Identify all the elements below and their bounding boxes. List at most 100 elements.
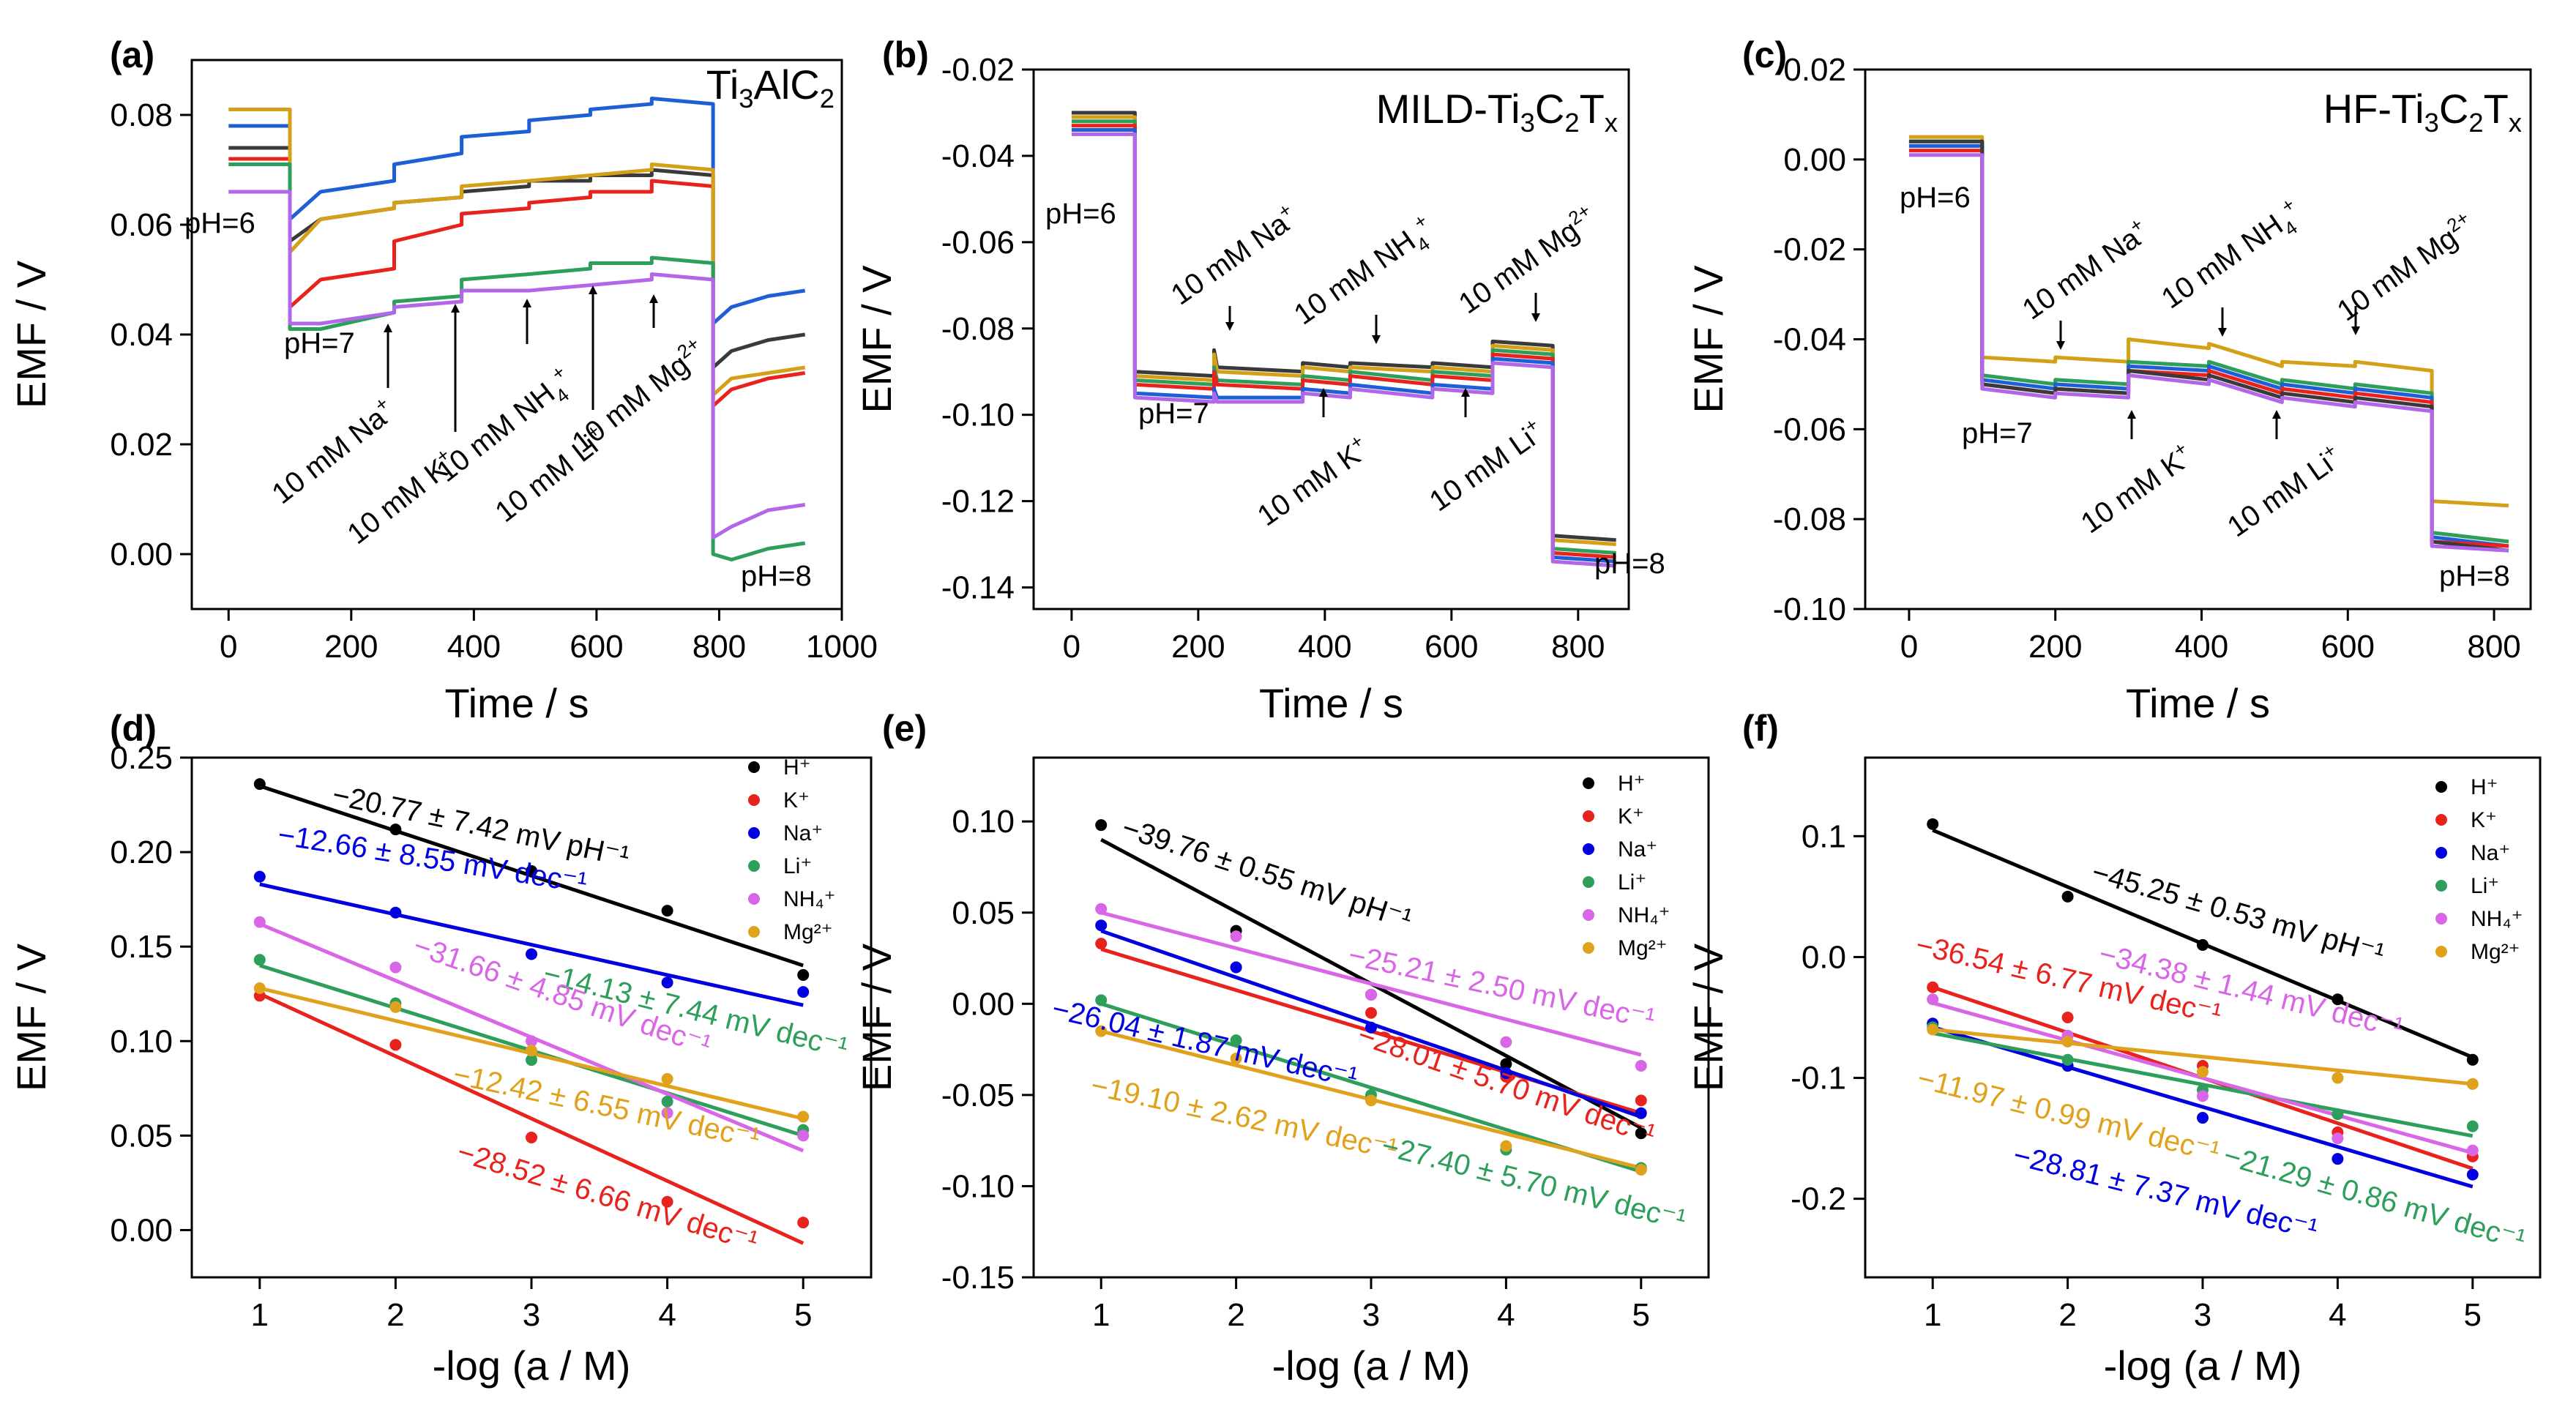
ph-label: pH=6 bbox=[1045, 198, 1116, 230]
data-point bbox=[2197, 1066, 2209, 1078]
data-point bbox=[389, 1039, 402, 1051]
series-line-green bbox=[1071, 119, 1616, 555]
y-tick-label: 0.05 bbox=[110, 1118, 173, 1154]
panel-label: (c) bbox=[1742, 34, 1787, 75]
chart-panel-b: (b) 0 200 400 600 800 -0.14 -0.12 -0.10 -0.08 -0.0… bbox=[854, 34, 1630, 726]
chart-panel-f: (f) 1 2 3 4 5 -0.2 -0.1 0.0 0.1 -log (a / M) EMF / … bbox=[1685, 708, 2542, 1389]
data-point bbox=[797, 968, 810, 981]
data-point bbox=[2332, 1072, 2344, 1084]
x-tick-label: 2 bbox=[2058, 1297, 2076, 1333]
data-point bbox=[1230, 930, 1242, 943]
legend-label: Li⁺ bbox=[783, 854, 812, 878]
y-axis-label: EMF / V bbox=[854, 943, 900, 1091]
data-point bbox=[2197, 1090, 2209, 1102]
y-tick-label: 0.05 bbox=[952, 895, 1015, 931]
legend-label: NH₄⁺ bbox=[1618, 903, 1670, 927]
data-point bbox=[2332, 1132, 2344, 1145]
legend: H⁺ K⁺ Na⁺ Li⁺ NH₄⁺ Mg²⁺ bbox=[2435, 775, 2523, 964]
y-tick-label: 0.00 bbox=[952, 986, 1015, 1022]
ph-label: pH=7 bbox=[1138, 397, 1209, 430]
y-tick-label: -0.08 bbox=[941, 311, 1015, 347]
y-tick-label: -0.2 bbox=[1791, 1181, 1846, 1217]
y-tick-label: 0.04 bbox=[110, 317, 173, 353]
legend-label: K⁺ bbox=[1618, 804, 1644, 829]
x-tick-label: 3 bbox=[523, 1297, 540, 1333]
data-point bbox=[1927, 818, 1939, 830]
y-axis-label: EMF / V bbox=[8, 943, 54, 1091]
x-tick-label: 800 bbox=[692, 629, 746, 665]
data-point bbox=[1635, 1060, 1647, 1072]
x-tick-label: 2 bbox=[1227, 1297, 1244, 1333]
annotation-arrowhead bbox=[589, 285, 597, 294]
legend-marker bbox=[748, 926, 760, 938]
ion-annotation: 10 mM Li+ bbox=[2220, 438, 2348, 543]
chart-panel-a: (a) 0 200 400 600 800 1000 0.00 0.02 0.04 0.06 0.08… bbox=[8, 34, 878, 726]
x-tick-label: 0 bbox=[1900, 629, 1918, 665]
legend-label: Na⁺ bbox=[1618, 837, 1657, 862]
y-tick-label: 0.20 bbox=[110, 834, 173, 870]
series-line-blue bbox=[1908, 143, 2509, 548]
x-axis-label: Time / s bbox=[444, 680, 589, 726]
y-tick-label: 0.25 bbox=[110, 740, 173, 776]
ph-label: pH=8 bbox=[2439, 560, 2510, 592]
series-line-green bbox=[1908, 139, 2509, 544]
y-axis-label: EMF / V bbox=[854, 265, 900, 414]
ion-annotation: 10 mM Na+ bbox=[264, 392, 401, 511]
ion-annotation: 10 mM Mg2+ bbox=[1451, 199, 1602, 321]
data-point bbox=[1095, 938, 1108, 950]
y-tick-label: 0.02 bbox=[1783, 52, 1846, 88]
legend-marker bbox=[2435, 781, 2447, 793]
data-point bbox=[1230, 961, 1242, 974]
data-point bbox=[526, 948, 537, 960]
y-tick-label: -0.1 bbox=[1791, 1061, 1846, 1097]
x-tick-label: 2 bbox=[387, 1297, 404, 1333]
y-tick-label: -0.10 bbox=[941, 1168, 1015, 1204]
x-axis-label: -log (a / M) bbox=[1272, 1342, 1471, 1389]
x-tick-label: 4 bbox=[2329, 1297, 2346, 1333]
x-tick-label: 1 bbox=[251, 1297, 269, 1333]
data-point bbox=[2061, 1012, 2074, 1023]
data-point bbox=[253, 982, 266, 994]
annotation-arrowhead bbox=[1319, 388, 1328, 397]
x-tick-label: 1 bbox=[1924, 1297, 1941, 1333]
data-point bbox=[1365, 1006, 1377, 1019]
y-tick-label: -0.02 bbox=[941, 52, 1015, 88]
x-axis-label: -log (a / M) bbox=[2104, 1342, 2302, 1389]
data-point bbox=[1230, 1053, 1242, 1065]
legend-label: H⁺ bbox=[783, 755, 811, 780]
legend-label: Mg²⁺ bbox=[1618, 936, 1668, 960]
data-point bbox=[1635, 1127, 1647, 1140]
y-tick-label: 0.10 bbox=[110, 1023, 173, 1059]
data-point bbox=[389, 906, 402, 919]
annotation-arrowhead bbox=[1372, 335, 1381, 344]
ion-annotation: 10 mM K+ bbox=[2073, 437, 2199, 540]
x-tick-label: 1000 bbox=[806, 629, 878, 665]
legend-marker bbox=[748, 794, 760, 806]
x-tick-label: 400 bbox=[447, 629, 501, 665]
ion-annotation: 10 mM Mg2+ bbox=[2329, 206, 2481, 328]
legend-marker bbox=[2435, 880, 2447, 892]
fit-line bbox=[1932, 1028, 2474, 1086]
data-point bbox=[661, 1107, 673, 1119]
annotation-arrowhead bbox=[2351, 326, 2360, 335]
ph-label: pH=8 bbox=[1594, 548, 1665, 580]
x-tick-label: 4 bbox=[1497, 1297, 1515, 1333]
series-line-black bbox=[1908, 139, 2509, 553]
data-point bbox=[253, 916, 266, 928]
annotation-arrowhead bbox=[2056, 341, 2065, 350]
data-point bbox=[1095, 819, 1108, 832]
data-point bbox=[1635, 1164, 1647, 1176]
legend: H⁺ K⁺ Na⁺ Li⁺ NH₄⁺ Mg²⁺ bbox=[748, 755, 835, 944]
data-point bbox=[661, 905, 673, 917]
data-point bbox=[1095, 1025, 1108, 1037]
chart-panel-e: (e) 1 2 3 4 5 -0.15 -0.10 -0.05 0.00 0.05 0.10 -log … bbox=[854, 708, 1710, 1389]
legend-label: Na⁺ bbox=[2471, 841, 2510, 865]
data-point bbox=[2466, 1168, 2479, 1181]
y-tick-label: -0.05 bbox=[941, 1077, 1015, 1113]
data-point bbox=[1095, 994, 1108, 1006]
x-tick-label: 400 bbox=[2175, 629, 2228, 665]
y-axis-label: EMF / V bbox=[8, 260, 54, 408]
data-point bbox=[661, 976, 673, 989]
ion-annotation: 10 mM Mg2+ bbox=[564, 332, 712, 459]
data-point bbox=[2197, 938, 2209, 951]
